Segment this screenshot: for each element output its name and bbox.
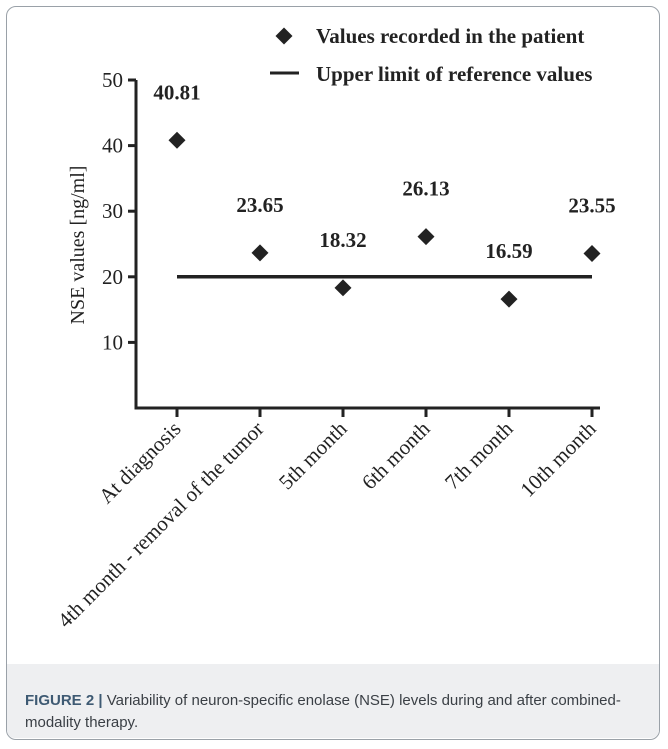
figure-caption: FIGURE 2 | Variability of neuron-specifi… (25, 690, 650, 734)
value-label: 16.59 (485, 239, 532, 263)
caption-text: Variability of neuron-specific enolase (… (25, 692, 621, 731)
y-axis-title: NSE values [ng/ml] (67, 166, 89, 325)
data-point (583, 245, 601, 262)
data-point (168, 131, 186, 149)
y-ticks: 10 20 30 40 50 (102, 68, 136, 354)
caption-label: FIGURE 2 | (25, 692, 103, 709)
figure-frame (6, 6, 660, 740)
axes (134, 80, 600, 410)
y-tick-label: 40 (102, 134, 123, 158)
data-point (251, 244, 269, 262)
caption-band (7, 664, 659, 738)
data-point (334, 279, 352, 297)
value-labels: 40.81 23.65 18.32 26.13 16.59 23.55 (153, 80, 615, 263)
y-tick-label: 20 (102, 265, 123, 289)
x-tick-label: At diagnosis (94, 417, 186, 509)
value-label: 23.55 (568, 194, 615, 218)
legend-label-patient-values: Values recorded in the patient (316, 24, 584, 48)
legend-label-upper-limit: Upper limit of reference values (316, 62, 592, 86)
x-tick-label: 10th month (515, 416, 600, 501)
y-tick-label: 30 (102, 199, 123, 223)
data-point (417, 228, 435, 246)
legend-diamond-marker (275, 27, 293, 45)
y-tick-label: 50 (102, 68, 123, 92)
x-tick-label: 5th month (274, 416, 352, 494)
legend: Values recorded in the patient Upper lim… (270, 24, 592, 86)
y-tick-label: 10 (102, 330, 123, 354)
x-tick-label: 6th month (357, 416, 435, 494)
value-label: 40.81 (153, 80, 200, 104)
value-label: 23.65 (236, 193, 283, 217)
data-points (168, 131, 601, 308)
data-point (500, 290, 518, 308)
value-label: 26.13 (402, 177, 449, 201)
x-tick-label: 7th month (440, 416, 518, 494)
value-label: 18.32 (319, 228, 366, 252)
